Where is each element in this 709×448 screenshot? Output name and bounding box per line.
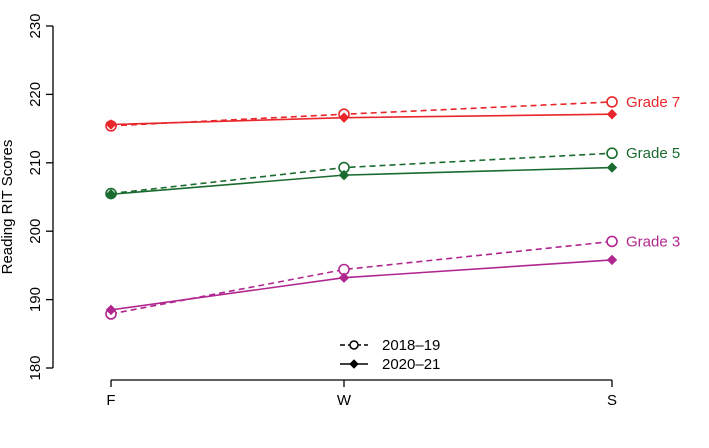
- open-circle-point: [606, 235, 618, 248]
- y-tick-label: 210: [27, 150, 44, 175]
- x-tick-label: W: [337, 392, 352, 409]
- axes: 180 190 200 210 220 230 Reading RIT Scores F W S: [0, 13, 617, 409]
- grade-label: Grade 5: [626, 145, 680, 162]
- y-tick-label: 220: [27, 82, 44, 107]
- y-tick-label: 200: [27, 219, 44, 244]
- series-line-solid: [110, 166, 613, 196]
- y-axis-title: Reading RIT Scores: [0, 140, 16, 275]
- grade-label: Grade 3: [626, 233, 680, 250]
- x-tick-label: S: [607, 392, 617, 409]
- filled-diamond-point: [606, 254, 618, 266]
- legend-filled-diamond: [349, 359, 359, 369]
- series-layer: [105, 96, 618, 320]
- series-group-grade-5: [105, 147, 618, 200]
- filled-diamond-point: [105, 189, 117, 200]
- legend-open-circle: [349, 340, 359, 350]
- filled-diamond-point: [105, 119, 117, 130]
- y-tick-label: 190: [27, 287, 44, 312]
- open-circle-point: [606, 96, 618, 108]
- filled-diamond-point: [606, 162, 618, 173]
- legend: 2018–19 2020–21: [340, 337, 440, 373]
- filled-diamond-point: [338, 272, 350, 283]
- filled-diamond-point: [606, 109, 618, 120]
- series-group-grade-7: [105, 96, 618, 132]
- y-tick-label: 180: [27, 355, 44, 380]
- legend-label: 2018–19: [382, 337, 440, 354]
- series-group-grade-3: [105, 235, 618, 320]
- open-circle-point: [606, 147, 618, 160]
- y-tick-label: 230: [27, 13, 44, 38]
- series-line-solid: [110, 113, 613, 126]
- legend-label: 2020–21: [382, 356, 440, 373]
- grade-labels: Grade 7 Grade 5 Grade 3: [626, 94, 680, 251]
- legend-entry: 2020–21: [340, 356, 440, 373]
- grade-label: Grade 7: [626, 94, 680, 111]
- filled-diamond-point: [105, 304, 117, 316]
- legend-entry: 2018–19: [340, 337, 440, 354]
- x-tick-label: F: [106, 392, 115, 409]
- filled-diamond-point: [338, 169, 350, 181]
- series-line-dashed: [110, 240, 613, 315]
- filled-diamond-point: [338, 112, 350, 123]
